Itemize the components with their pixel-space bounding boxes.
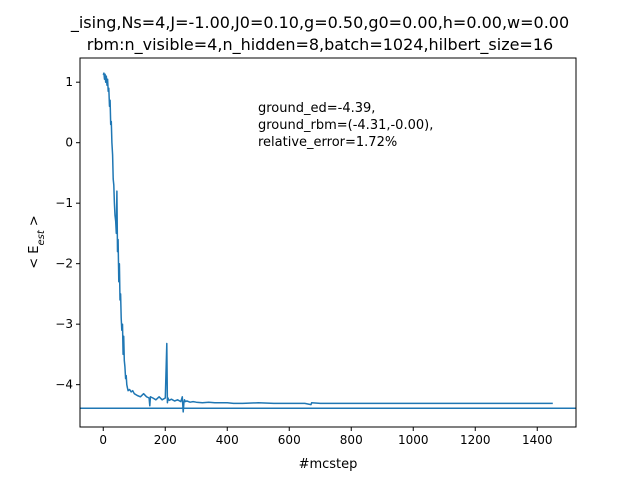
x-axis-ticks: 0 200 400 600 800 1000 1200 1400	[99, 427, 553, 447]
chart-title-line-1: _ising,Ns=4,J=-1.00,J0=0.10,g=0.50,g0=0.…	[70, 13, 569, 33]
plot-frame	[79, 57, 577, 428]
y-tick-label: −3	[55, 317, 73, 331]
y-axis-ticks: 1 0 −1 −2 −3 −4	[55, 75, 80, 392]
x-tick-label: 1200	[460, 433, 491, 447]
y-tick-label: 0	[65, 136, 73, 150]
plot-area	[80, 72, 576, 413]
annotation-ground-rbm: ground_rbm=(-4.31,-0.00),	[258, 118, 433, 133]
series-line-0	[102, 72, 553, 413]
x-tick-label: 0	[99, 433, 107, 447]
annotation-ground-ed: ground_ed=-4.39,	[258, 101, 375, 116]
y-axis-label-subscript: est	[36, 229, 47, 245]
x-tick-label: 800	[340, 433, 363, 447]
x-tick-label: 1000	[398, 433, 429, 447]
y-axis-label: < Eest >	[27, 215, 47, 269]
y-tick-label: −4	[55, 378, 73, 392]
x-axis-label: #mcstep	[299, 457, 358, 472]
x-tick-label: 400	[216, 433, 239, 447]
y-axis-label-open: < E	[27, 246, 42, 269]
x-tick-label: 600	[278, 433, 301, 447]
y-tick-label: −2	[55, 257, 73, 271]
x-tick-label: 1400	[522, 433, 553, 447]
annotation-relative-error: relative_error=1.72%	[258, 135, 397, 150]
y-tick-label: 1	[65, 75, 73, 89]
y-axis-label-close: >	[27, 215, 42, 230]
x-tick-label: 200	[154, 433, 177, 447]
y-tick-label: −1	[55, 196, 73, 210]
chart-title-line-2: rbm:n_visible=4,n_hidden=8,batch=1024,hi…	[87, 35, 553, 55]
